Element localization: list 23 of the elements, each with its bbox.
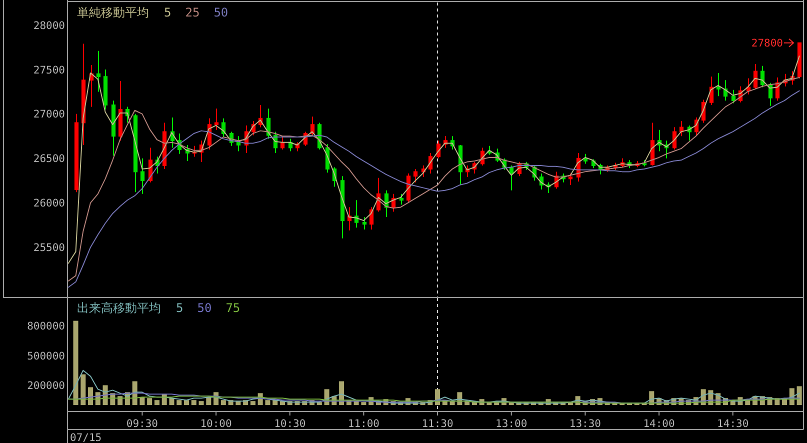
x-tick-label: 14:00 [643, 418, 675, 430]
legend-item: 5 [176, 301, 184, 315]
y-tick-label: 26000 [33, 198, 65, 210]
y-tick-label: 200000 [27, 380, 65, 392]
legend-item: 75 [226, 301, 240, 315]
y-tick-label: 27000 [33, 108, 65, 121]
x-tick-label: 11:00 [348, 418, 380, 430]
x-tick-label: 10:00 [200, 418, 232, 430]
legend-title: 出来高移動平均 [77, 301, 161, 315]
y-tick-label: 25500 [33, 242, 65, 254]
y-tick-label: 500000 [27, 350, 65, 362]
x-tick-label: 10:30 [274, 418, 306, 430]
legend-item: 50 [197, 301, 212, 315]
x-tick-label: 13:00 [496, 418, 528, 430]
y-tick-label: 28000 [33, 20, 65, 32]
x-label: 07/15 [70, 432, 102, 443]
y-tick-label: 800000 [27, 320, 65, 333]
x-tick-label: 14:30 [717, 418, 749, 430]
x-tick-label: 11:30 [422, 418, 454, 430]
x-tick-label: 09:30 [126, 418, 158, 430]
x-tick-label: 13:30 [569, 418, 601, 430]
y-tick-label: 26500 [33, 153, 65, 166]
y-tick-label: 27500 [33, 64, 65, 76]
